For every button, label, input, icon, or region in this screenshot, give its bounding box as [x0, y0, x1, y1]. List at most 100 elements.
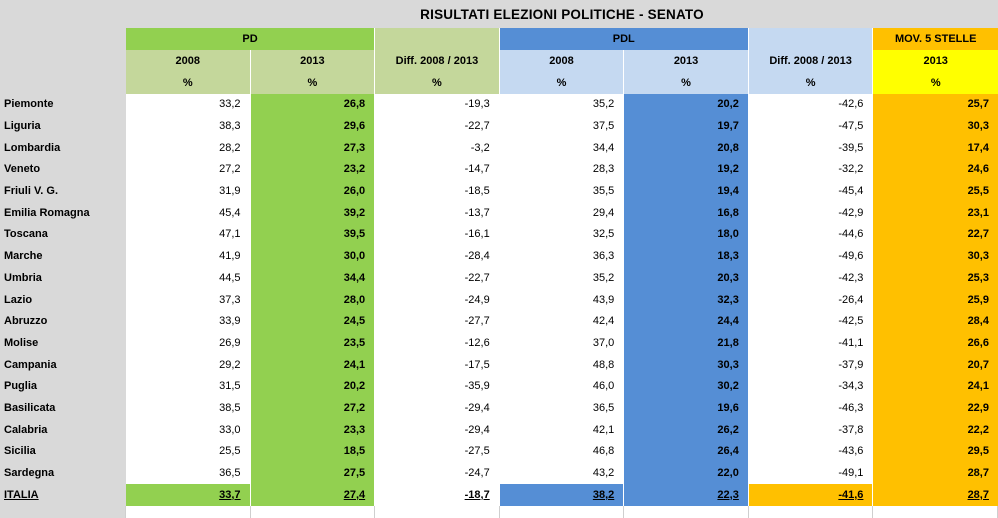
cell-region[interactable]: Puglia: [0, 375, 126, 398]
cell-pdl-2013[interactable]: 32,3: [624, 289, 749, 311]
cell-pdl-2013[interactable]: 19,7: [624, 115, 749, 138]
cell-pdl-2013[interactable]: 16,8: [624, 202, 749, 225]
cell-pdl-2008[interactable]: 34,4: [499, 137, 625, 160]
pd-2013-header[interactable]: 2013: [250, 50, 376, 72]
cell-pdl-2013[interactable]: 26,2: [624, 419, 749, 441]
cell-pd-2008[interactable]: 27,2: [126, 159, 251, 181]
cell-m5s-2013[interactable]: 26,6: [873, 332, 998, 355]
pdl-diff-header[interactable]: Diff. 2008 / 2013: [748, 50, 874, 72]
cell-m5s-2013[interactable]: 25,9: [873, 289, 998, 311]
cell-pd-2008[interactable]: 38,3: [126, 115, 251, 138]
cell-region[interactable]: Emilia Romagna: [0, 202, 126, 225]
cell-pdl-2013[interactable]: 20,2: [624, 94, 749, 116]
cell-pd-2008[interactable]: 44,5: [126, 267, 251, 290]
cell-pdl-2008[interactable]: 42,1: [499, 419, 625, 441]
cell-pdl-diff[interactable]: -45,4: [748, 180, 874, 203]
cell-pdl-diff[interactable]: -34,3: [748, 375, 874, 398]
cell-pd-2013[interactable]: 28,0: [250, 289, 376, 311]
cell-pdl-diff[interactable]: -42,5: [748, 310, 874, 333]
cell-region[interactable]: Piemonte: [0, 94, 126, 116]
cell-pd-diff[interactable]: -29,4: [375, 397, 500, 420]
cell-pdl-diff[interactable]: -32,2: [748, 159, 874, 181]
cell-pd-diff[interactable]: -3,2: [375, 137, 500, 160]
cell-region[interactable]: Calabria: [0, 419, 126, 441]
cell-m5s-2013[interactable]: 28,4: [873, 310, 998, 333]
cell-pd-diff[interactable]: -13,7: [375, 202, 500, 225]
cell-pd-diff[interactable]: -16,1: [375, 224, 500, 246]
cell-pd-2013[interactable]: 27,5: [250, 462, 376, 485]
cell-pdl-diff[interactable]: -46,3: [748, 397, 874, 420]
cell-pdl-2008[interactable]: 36,3: [499, 245, 625, 268]
cell-m5s-2013[interactable]: 30,3: [873, 245, 998, 268]
cell-pd-2008[interactable]: 33,9: [126, 310, 251, 333]
cell-pd-diff[interactable]: -14,7: [375, 159, 500, 181]
cell-pd-2013[interactable]: 18,5: [250, 441, 376, 463]
cell-pdl-diff[interactable]: -49,6: [748, 245, 874, 268]
cell-pdl-2013[interactable]: 30,3: [624, 354, 749, 376]
cell-pd-2008[interactable]: 28,2: [126, 137, 251, 160]
cell-pd-2013[interactable]: 23,5: [250, 332, 376, 355]
cell-pd-2008[interactable]: 31,9: [126, 180, 251, 203]
pdl-diff-unit[interactable]: %: [748, 72, 874, 94]
cell-pdl-2008[interactable]: 42,4: [499, 310, 625, 333]
cell-pd-diff[interactable]: -35,9: [375, 375, 500, 398]
cell-pd-2008[interactable]: 29,2: [126, 354, 251, 376]
cell-m5s-2013[interactable]: 28,7: [873, 484, 998, 507]
pdl-2008-header[interactable]: 2008: [499, 50, 625, 72]
pdl-group-header[interactable]: PDL: [499, 28, 749, 50]
cell-pd-2008[interactable]: 38,5: [126, 397, 251, 420]
pd-diff-unit[interactable]: %: [375, 72, 500, 94]
cell-pd-2008[interactable]: 36,5: [126, 462, 251, 485]
pd-group-header[interactable]: PD: [126, 28, 376, 50]
cell-pdl-2008[interactable]: 37,0: [499, 332, 625, 355]
cell-pdl-2013[interactable]: 19,2: [624, 159, 749, 181]
cell-pdl-diff[interactable]: -39,5: [748, 137, 874, 160]
cell-m5s-2013[interactable]: 28,7: [873, 462, 998, 485]
cell-m5s-2013[interactable]: 25,3: [873, 267, 998, 290]
cell-pdl-2013[interactable]: 30,2: [624, 375, 749, 398]
cell-pdl-diff[interactable]: -44,6: [748, 224, 874, 246]
cell-m5s-2013[interactable]: 24,1: [873, 375, 998, 398]
cell-pd-diff[interactable]: -18,7: [375, 484, 500, 507]
cell-pdl-diff[interactable]: -47,5: [748, 115, 874, 138]
cell-pdl-diff[interactable]: -26,4: [748, 289, 874, 311]
cell-pdl-2008[interactable]: 32,5: [499, 224, 625, 246]
pd-diff-header[interactable]: Diff. 2008 / 2013: [375, 50, 500, 72]
cell-pd-2013[interactable]: 39,5: [250, 224, 376, 246]
pdl-2013-header[interactable]: 2013: [624, 50, 749, 72]
cell-pd-diff[interactable]: -18,5: [375, 180, 500, 203]
cell-region[interactable]: Basilicata: [0, 397, 126, 420]
cell-pdl-2013[interactable]: 19,6: [624, 397, 749, 420]
cell-region[interactable]: Lazio: [0, 289, 126, 311]
cell-pdl-diff[interactable]: -49,1: [748, 462, 874, 485]
pd-2008-unit[interactable]: %: [126, 72, 251, 94]
cell-pdl-2013[interactable]: 20,8: [624, 137, 749, 160]
cell-pdl-2008[interactable]: 43,9: [499, 289, 625, 311]
pd-2013-unit[interactable]: %: [250, 72, 376, 94]
cell-pd-diff[interactable]: -19,3: [375, 94, 500, 116]
cell-pd-diff[interactable]: -17,5: [375, 354, 500, 376]
cell-pd-2008[interactable]: 25,5: [126, 441, 251, 463]
cell-pd-diff[interactable]: -12,6: [375, 332, 500, 355]
cell-pdl-2013[interactable]: 22,3: [624, 484, 749, 507]
cell-pd-2013[interactable]: 24,5: [250, 310, 376, 333]
cell-region[interactable]: Friuli V. G.: [0, 180, 126, 203]
cell-m5s-2013[interactable]: 17,4: [873, 137, 998, 160]
cell-m5s-2013[interactable]: 20,7: [873, 354, 998, 376]
cell-pdl-diff[interactable]: -41,6: [748, 484, 874, 507]
cell-pdl-2013[interactable]: 26,4: [624, 441, 749, 463]
cell-region[interactable]: Liguria: [0, 115, 126, 138]
cell-pdl-2008[interactable]: 28,3: [499, 159, 625, 181]
cell-pd-diff[interactable]: -24,7: [375, 462, 500, 485]
cell-pd-diff[interactable]: -22,7: [375, 115, 500, 138]
cell-pd-diff[interactable]: -27,5: [375, 441, 500, 463]
cell-pd-diff[interactable]: -27,7: [375, 310, 500, 333]
pdl-2013-unit[interactable]: %: [624, 72, 749, 94]
cell-m5s-2013[interactable]: 22,9: [873, 397, 998, 420]
cell-m5s-2013[interactable]: 22,2: [873, 419, 998, 441]
cell-m5s-2013[interactable]: 25,7: [873, 94, 998, 116]
cell-pd-2008[interactable]: 31,5: [126, 375, 251, 398]
cell-pd-2008[interactable]: 33,2: [126, 94, 251, 116]
cell-pd-2008[interactable]: 33,7: [126, 484, 251, 507]
cell-pdl-2008[interactable]: 35,2: [499, 94, 625, 116]
